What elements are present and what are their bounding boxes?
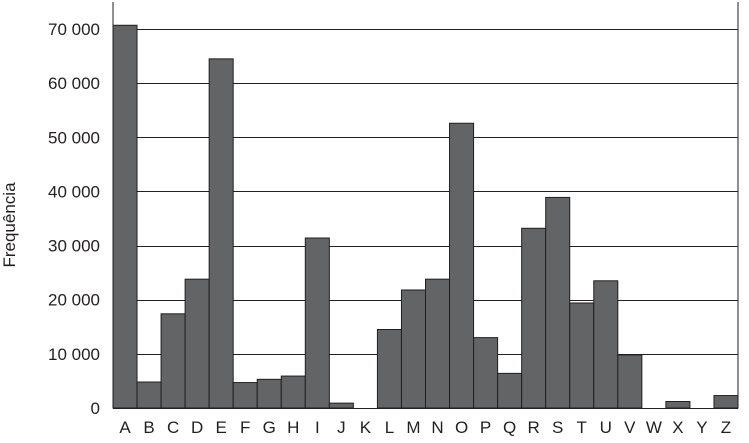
x-tick-label: D — [191, 418, 203, 437]
bar-n — [425, 278, 451, 409]
bar-s — [545, 196, 571, 409]
y-tick-labels: 0 10 000 20 000 30 000 40 000 50 000 60 000 70 … — [48, 20, 100, 418]
bar-x — [665, 401, 691, 409]
bar-p — [473, 337, 499, 409]
x-tick-label: B — [143, 418, 154, 437]
bar-r — [521, 227, 547, 409]
bar-t — [569, 302, 595, 409]
x-tick-label: E — [216, 418, 227, 437]
x-tick-label: Y — [696, 418, 707, 437]
x-tick-label: W — [646, 418, 662, 437]
bar-j — [328, 402, 354, 409]
x-tick-label: V — [624, 418, 636, 437]
y-tick-label: 50 000 — [48, 128, 100, 147]
x-tick-label: H — [287, 418, 299, 437]
x-tick-label: G — [263, 418, 276, 437]
y-tick-label: 40 000 — [48, 182, 100, 201]
bar-b — [136, 381, 162, 409]
x-tick-label: K — [360, 418, 372, 437]
y-tick-label: 20 000 — [48, 291, 100, 310]
bar-u — [593, 280, 619, 409]
x-tick-label: O — [455, 418, 468, 437]
x-tick-label: S — [552, 418, 563, 437]
y-tick-label: 60 000 — [48, 74, 100, 93]
bar-h — [280, 375, 306, 409]
x-tick-label: P — [480, 418, 491, 437]
y-tick-label: 70 000 — [48, 20, 100, 39]
y-tick-label: 30 000 — [48, 237, 100, 256]
axes — [112, 2, 739, 409]
bar-m — [400, 289, 427, 409]
x-tick-label: C — [167, 418, 179, 437]
x-tick-label: L — [385, 418, 394, 437]
bar-v — [617, 354, 643, 409]
y-tick-label: 0 — [91, 399, 100, 418]
x-tick-label: A — [119, 418, 131, 437]
bar-f — [232, 382, 258, 409]
bar-c — [160, 313, 186, 409]
bar-z — [713, 395, 739, 409]
x-tick-label: I — [315, 418, 320, 437]
x-tick-label: Q — [503, 418, 516, 437]
bar-a — [112, 24, 138, 409]
y-axis-label: Frequência — [0, 182, 19, 268]
x-tick-label: X — [672, 418, 683, 437]
x-tick-label: F — [240, 418, 250, 437]
bar-i — [304, 237, 330, 409]
bars — [112, 24, 739, 409]
x-tick-label: M — [406, 418, 420, 437]
x-tick-label: T — [577, 418, 587, 437]
bar-q — [497, 372, 523, 409]
x-tick-label: R — [528, 418, 540, 437]
x-tick-label: U — [600, 418, 612, 437]
x-tick-label: J — [337, 418, 346, 437]
bar-e — [208, 58, 234, 409]
bar-o — [449, 122, 475, 409]
bar-d — [184, 278, 210, 409]
x-tick-label: Z — [721, 418, 731, 437]
y-tick-label: 10 000 — [48, 345, 100, 364]
x-tick-label: N — [431, 418, 443, 437]
bar-l — [376, 329, 402, 409]
bar-g — [256, 378, 282, 409]
